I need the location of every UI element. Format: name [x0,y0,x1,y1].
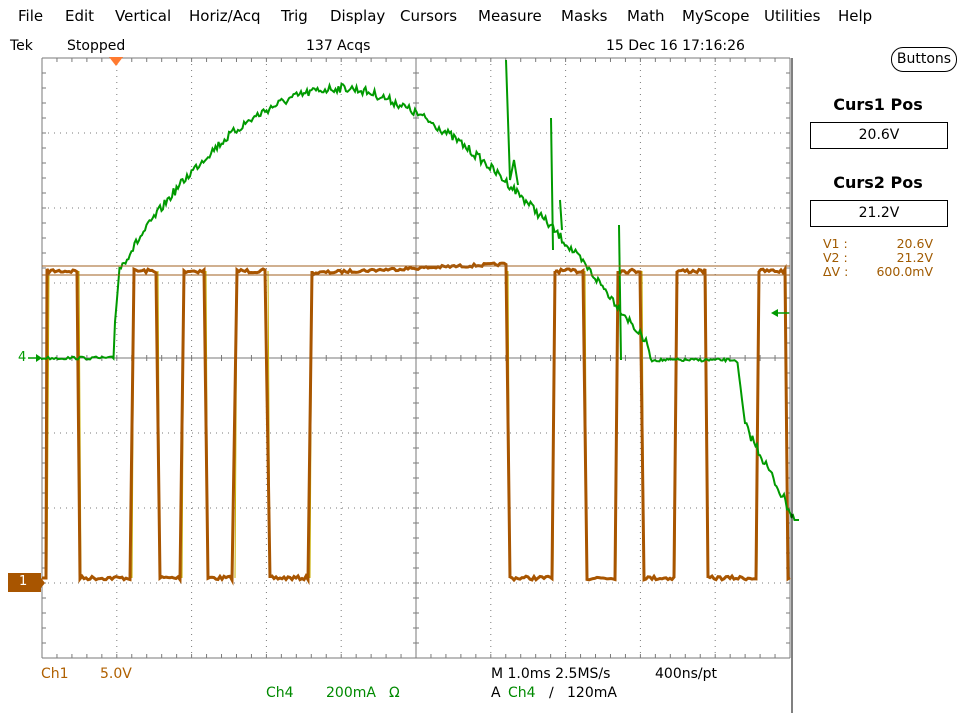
cursor-readout-v2: V2 :21.2V [823,250,933,265]
menu-display[interactable]: Display [330,7,386,25]
trigger-level[interactable]: 120mA [567,685,617,701]
trigger-slope-icon: ∕ [549,685,554,701]
resolution: 400ns/pt [655,666,717,682]
menu-cursors[interactable]: Cursors [400,7,458,25]
trigger-prefix: A [491,685,501,701]
ch1-waveform [42,261,791,586]
acquisition-count: 137 Acqs [306,38,371,54]
curs1-position-field[interactable]: 20.6V [810,122,948,149]
buttons-toggle[interactable]: Buttons [891,47,957,72]
ch1-ground-marker-icon[interactable] [8,573,45,592]
ch4-label[interactable]: Ch4 [266,685,294,701]
date-time: 15 Dec 16 17:16:26 [606,38,745,54]
menu-math[interactable]: Math [627,7,665,25]
ch1-label[interactable]: Ch1 [41,666,69,682]
cursor-readout-v1: V1 :20.6V [823,236,933,251]
curs2-position-field[interactable]: 21.2V [810,200,948,227]
menu-edit[interactable]: Edit [65,7,95,25]
curs2-title: Curs2 Pos [833,173,923,192]
timebase[interactable]: M 1.0ms 2.5MS/s [491,666,611,682]
ch4-waveform [41,59,799,521]
menu-measure[interactable]: Measure [478,7,542,25]
menu-vertical[interactable]: Vertical [115,7,172,25]
ch4-marker-label: 4 [18,350,27,365]
menu-masks[interactable]: Masks [561,7,608,25]
ch1-marker-label: 1 [19,574,28,589]
menu-bar: File Edit Vertical Horiz/Acq Trig Displa… [0,0,961,32]
menu-myscope[interactable]: MyScope [682,7,750,25]
menu-help[interactable]: Help [838,7,873,25]
ch1-scale[interactable]: 5.0V [100,666,132,682]
trigger-position-icon[interactable] [109,57,123,66]
ch4-scale[interactable]: 200mA [326,685,376,701]
brand-label: Tek [10,38,33,54]
acquisition-state: Stopped [67,38,126,54]
ch4-unit: Ω [389,685,400,701]
curs1-title: Curs1 Pos [833,95,923,114]
menu-horiz-acq[interactable]: Horiz/Acq [189,7,261,25]
trigger-level-arrow-icon[interactable] [771,309,789,317]
menu-file[interactable]: File [18,7,44,25]
trigger-source[interactable]: Ch4 [508,685,536,701]
ch4-ground-marker-icon[interactable] [28,354,42,362]
menu-trig[interactable]: Trig [281,7,308,25]
menu-utilities[interactable]: Utilities [764,7,821,25]
cursor-readout-delta: ΔV :600.0mV [823,264,933,279]
